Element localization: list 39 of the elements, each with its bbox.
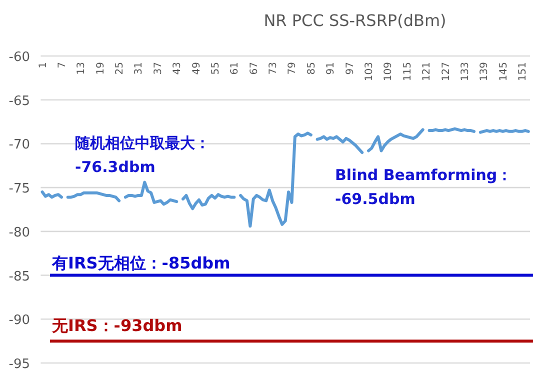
x-tick-label: 25 bbox=[114, 62, 126, 75]
x-tick-label: 55 bbox=[210, 62, 222, 75]
x-tick-label: 121 bbox=[422, 62, 433, 82]
x-tick-label: 19 bbox=[95, 62, 106, 75]
x-tick-label: 151 bbox=[518, 62, 529, 82]
x-tick-label: 7 bbox=[56, 62, 68, 68]
x-tick-label: 133 bbox=[460, 62, 471, 82]
x-tick-label: 145 bbox=[498, 62, 510, 82]
x-tick-label: 127 bbox=[440, 62, 452, 82]
y-tick-label: -60 bbox=[8, 50, 30, 65]
x-tick-label: 31 bbox=[134, 62, 145, 75]
x-tick-label: 103 bbox=[364, 62, 375, 82]
x-tick-label: 61 bbox=[230, 62, 241, 75]
x-tick-label: 37 bbox=[152, 62, 164, 75]
y-tick-label: -95 bbox=[8, 357, 30, 372]
x-tick-label: 43 bbox=[172, 62, 184, 75]
x-tick-label: 67 bbox=[248, 62, 260, 75]
y-tick-label: -65 bbox=[8, 94, 30, 109]
x-tick-label: 109 bbox=[383, 62, 394, 82]
x-tick-label: 97 bbox=[344, 62, 356, 75]
ref-line-label: 无IRS：-93dbm bbox=[51, 316, 182, 336]
x-tick-label: 1 bbox=[38, 62, 49, 68]
y-tick-label: -90 bbox=[8, 313, 30, 328]
chart-title: NR PCC SS-RSRP(dBm) bbox=[264, 11, 446, 30]
x-tick-label: 79 bbox=[287, 62, 298, 75]
x-tick-label: 49 bbox=[191, 62, 202, 75]
y-tick-label: -85 bbox=[8, 269, 30, 284]
ref-line-label: 有IRS无相位：-85dbm bbox=[51, 253, 230, 272]
x-tick-label: 73 bbox=[268, 62, 280, 75]
y-tick-label: -70 bbox=[8, 138, 30, 153]
x-tick-label: 91 bbox=[326, 62, 337, 75]
x-tick-label: 139 bbox=[479, 62, 490, 82]
x-tick-label: 13 bbox=[76, 62, 88, 75]
annotation: Blind Beamforming： -69.5dbm bbox=[335, 166, 512, 208]
x-tick-label: 115 bbox=[402, 62, 414, 82]
x-tick-label: 85 bbox=[306, 62, 318, 75]
y-tick-label: -80 bbox=[8, 225, 30, 240]
y-tick-label: -75 bbox=[8, 182, 30, 197]
annotation: 随机相位中取最大： -76.3dbm bbox=[75, 134, 210, 176]
